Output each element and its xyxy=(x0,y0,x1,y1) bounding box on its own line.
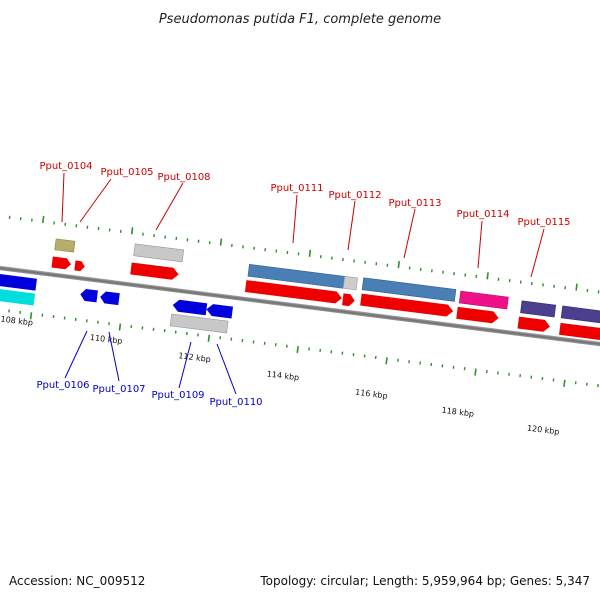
cds-forward[interactable] xyxy=(456,306,499,324)
major-tick xyxy=(575,283,578,291)
major-tick xyxy=(296,345,299,354)
cds-reverse[interactable] xyxy=(80,288,98,303)
inner-ticks xyxy=(8,309,599,388)
gene-label[interactable]: Pput_0106 xyxy=(36,380,89,391)
feature-grey-upper[interactable] xyxy=(133,243,185,263)
cds-forward[interactable] xyxy=(74,260,85,272)
axis-label: 112 kbp xyxy=(178,351,211,364)
gene-label[interactable]: Pput_0110 xyxy=(209,397,262,408)
feature-purple[interactable] xyxy=(560,305,600,326)
cds-forward[interactable] xyxy=(517,316,550,333)
major-tick xyxy=(474,368,477,376)
axis-label: 116 kbp xyxy=(355,388,388,401)
gene-labels-forward: Pput_0104 Pput_0105 Pput_0108 Pput_0111 … xyxy=(39,161,570,228)
feature-grey-small[interactable] xyxy=(342,276,358,291)
feature-magenta[interactable] xyxy=(458,290,509,310)
axis-label: 110 kbp xyxy=(89,333,122,346)
cds-reverse[interactable] xyxy=(99,291,120,306)
cds-forward[interactable] xyxy=(342,293,355,307)
axis-label: 118 kbp xyxy=(441,406,474,419)
cds-forward[interactable] xyxy=(51,256,72,270)
accession-text: Accession: NC_009512 xyxy=(9,574,145,588)
axis-label: 108 kbp xyxy=(0,315,33,328)
major-tick xyxy=(118,323,122,331)
leader-lines xyxy=(61,172,545,395)
feature-grey-lower[interactable] xyxy=(169,313,229,334)
gene-label[interactable]: Pput_0104 xyxy=(39,161,92,172)
rna-feature[interactable] xyxy=(0,286,36,306)
feature-steel[interactable] xyxy=(361,277,457,302)
gene-label[interactable]: Pput_0113 xyxy=(388,198,441,209)
major-tick xyxy=(385,357,388,365)
cds-reverse-long[interactable] xyxy=(0,271,37,291)
gene-label[interactable]: Pput_0115 xyxy=(517,217,570,228)
major-tick xyxy=(308,249,312,257)
map-title: Pseudomonas putida F1, complete genome xyxy=(159,12,441,27)
major-tick xyxy=(397,261,401,269)
cds-forward[interactable] xyxy=(130,262,179,281)
axis-label: 120 kbp xyxy=(527,424,560,437)
gene-label[interactable]: Pput_0108 xyxy=(157,172,210,183)
gene-label[interactable]: Pput_0111 xyxy=(270,183,323,194)
major-tick xyxy=(41,215,45,224)
genome-summary-text: Topology: circular; Length: 5,959,964 bp… xyxy=(259,574,590,588)
gene-label[interactable]: Pput_0112 xyxy=(328,190,381,201)
feature-olive[interactable] xyxy=(54,238,76,253)
major-tick xyxy=(219,238,223,246)
cds-forward[interactable] xyxy=(360,293,454,318)
map-track: 108 kbp 110 kbp 112 kbp 114 kbp 116 kbp … xyxy=(0,215,600,437)
feature-purple[interactable] xyxy=(520,300,557,318)
gene-label[interactable]: Pput_0109 xyxy=(151,390,204,401)
major-tick xyxy=(207,334,211,342)
gene-label[interactable]: Pput_0114 xyxy=(456,209,509,220)
outer-ticks xyxy=(8,215,600,294)
cds-forward[interactable] xyxy=(244,280,343,304)
gene-labels-reverse: Pput_0106 Pput_0107 Pput_0109 Pput_0110 xyxy=(36,380,262,408)
genome-backbone xyxy=(0,263,600,354)
major-tick xyxy=(29,312,33,320)
axis-label: 114 kbp xyxy=(266,369,299,382)
cds-reverse[interactable] xyxy=(172,299,208,316)
major-tick xyxy=(563,379,566,387)
cds-reverse[interactable] xyxy=(206,303,233,319)
major-tick xyxy=(130,227,134,235)
gene-label[interactable]: Pput_0105 xyxy=(100,167,153,178)
gene-label[interactable]: Pput_0107 xyxy=(92,384,145,395)
cds-forward[interactable] xyxy=(559,322,600,343)
major-tick xyxy=(486,272,489,280)
